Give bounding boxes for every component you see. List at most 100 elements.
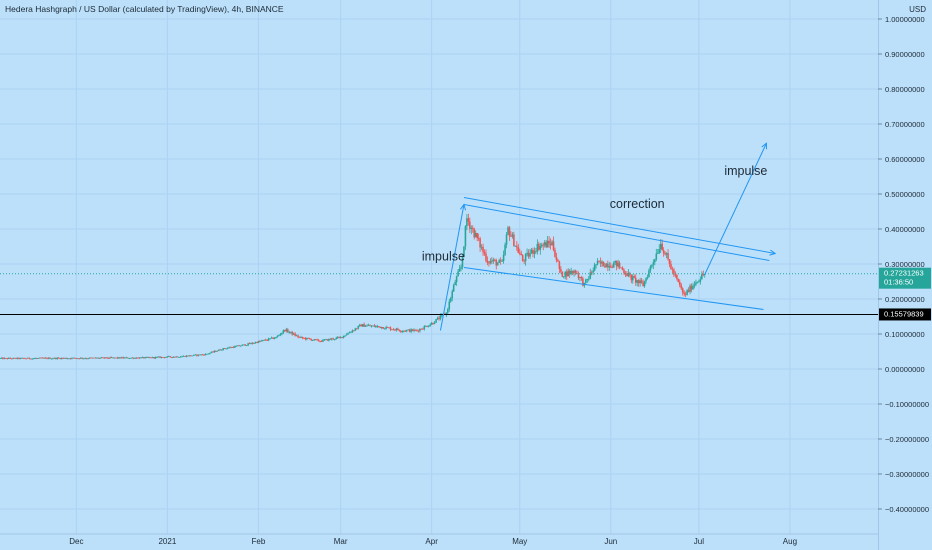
- candle-body: [264, 339, 267, 341]
- candle-body: [195, 354, 198, 356]
- candle-body: [357, 325, 360, 329]
- candle-body: [193, 354, 195, 356]
- candle-body: [482, 246, 484, 253]
- candle-body: [115, 357, 117, 359]
- candle-body: [251, 342, 254, 344]
- candle-body: [93, 357, 95, 359]
- candle-body: [173, 356, 176, 358]
- candle-body: [416, 330, 418, 331]
- candle-body: [49, 357, 51, 359]
- candle-body: [146, 357, 148, 358]
- candle-body: [692, 285, 694, 290]
- candle-body: [310, 339, 313, 341]
- candle-body: [687, 290, 690, 292]
- candle-body: [514, 245, 517, 247]
- candle-body: [347, 333, 349, 335]
- candle-body: [395, 328, 398, 331]
- candle-body: [71, 357, 73, 359]
- candle-body: [629, 272, 631, 275]
- drawings: [439, 142, 777, 331]
- candle-body: [294, 333, 296, 336]
- candle-body: [304, 337, 307, 340]
- candle-body: [656, 253, 659, 254]
- annotation-label: impulse: [422, 250, 465, 264]
- candle-body: [350, 332, 352, 333]
- candle-body: [25, 358, 28, 360]
- candle-body: [263, 339, 266, 341]
- candle-body: [159, 356, 161, 358]
- candle-body: [238, 345, 241, 347]
- candle-body: [103, 357, 106, 359]
- candle-body: [673, 269, 675, 275]
- candle-body: [577, 273, 580, 278]
- candle-body: [590, 272, 593, 274]
- symbol-title: Hedera Hashgraph / US Dollar (calculated…: [5, 4, 284, 14]
- candle-body: [615, 260, 618, 267]
- candle-body: [661, 243, 663, 251]
- price-tick-label: 0.10000000: [885, 330, 925, 339]
- price-tick-label: −0.20000000: [885, 435, 929, 444]
- candle-body: [561, 271, 564, 277]
- candle-body: [552, 241, 555, 251]
- last-price-badge-text: 0.27231263: [884, 269, 924, 278]
- candle-body: [116, 357, 119, 359]
- candle-body: [99, 357, 101, 359]
- candle-body: [311, 340, 314, 341]
- time-tick-label: Apr: [425, 537, 438, 546]
- candle-body: [568, 270, 571, 275]
- candle-body: [636, 280, 639, 283]
- candle-body: [548, 240, 550, 244]
- candle-body: [344, 335, 346, 337]
- candle-body: [557, 260, 559, 262]
- candle-body: [297, 335, 299, 338]
- candle-body: [645, 278, 647, 282]
- candle-body: [574, 270, 577, 274]
- candle-body: [41, 357, 44, 359]
- candle-body: [150, 357, 153, 359]
- candle-body: [201, 354, 204, 356]
- candle-body: [383, 328, 386, 330]
- candle-body: [200, 354, 202, 356]
- candle-body: [84, 358, 86, 360]
- price-tick-label: 0.40000000: [885, 225, 925, 234]
- candle-body: [256, 342, 258, 343]
- candle-body: [275, 337, 277, 339]
- candle-body: [169, 356, 172, 358]
- candle-body: [179, 356, 182, 358]
- candle-body: [107, 358, 110, 359]
- candle-body: [187, 355, 189, 357]
- candle-body: [391, 329, 393, 331]
- candle-body: [460, 267, 462, 269]
- candle-body: [216, 350, 219, 352]
- candle-body: [6, 358, 9, 359]
- candle-body: [620, 267, 622, 269]
- candle-body: [329, 338, 332, 340]
- candle-body: [257, 341, 260, 343]
- candle-body: [402, 330, 405, 332]
- candle-body: [78, 358, 81, 360]
- chart-plot-area[interactable]: [0, 0, 878, 550]
- candle-body: [129, 357, 132, 359]
- candle-body: [518, 252, 521, 254]
- candle-body: [454, 282, 456, 286]
- candle-body: [135, 357, 138, 359]
- candle-body: [190, 355, 192, 357]
- candle-body: [576, 273, 578, 274]
- candle-body: [495, 260, 498, 266]
- candle-body: [88, 357, 91, 359]
- candle-body: [586, 279, 589, 280]
- candle-body: [430, 322, 433, 325]
- candle-body: [253, 343, 255, 344]
- candle-body: [532, 249, 534, 254]
- candle-body: [471, 227, 474, 229]
- candle-body: [527, 252, 530, 257]
- candle-body: [467, 218, 470, 222]
- candle-body: [513, 234, 515, 247]
- candle-body: [579, 277, 581, 278]
- impulse-arrow-1: [439, 204, 465, 331]
- candle-body: [367, 325, 370, 327]
- candle-body: [394, 329, 396, 331]
- candle-body: [508, 227, 511, 237]
- candle-body: [32, 358, 35, 360]
- candle-body: [632, 276, 634, 281]
